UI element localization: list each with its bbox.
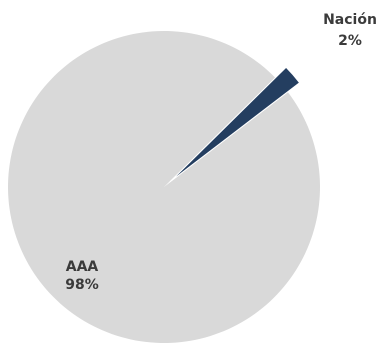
- slice-label-nacion-name: Nación: [323, 12, 377, 28]
- slice-label-aaa-percent: 98%: [65, 277, 99, 293]
- slice-label-aaa-name: AAA: [66, 259, 99, 275]
- pie-slice-aaa: [8, 31, 321, 344]
- slice-label-nacion-percent: 2%: [338, 33, 362, 49]
- pie-slices: [8, 31, 321, 344]
- pie-slice-nacion: [169, 66, 301, 183]
